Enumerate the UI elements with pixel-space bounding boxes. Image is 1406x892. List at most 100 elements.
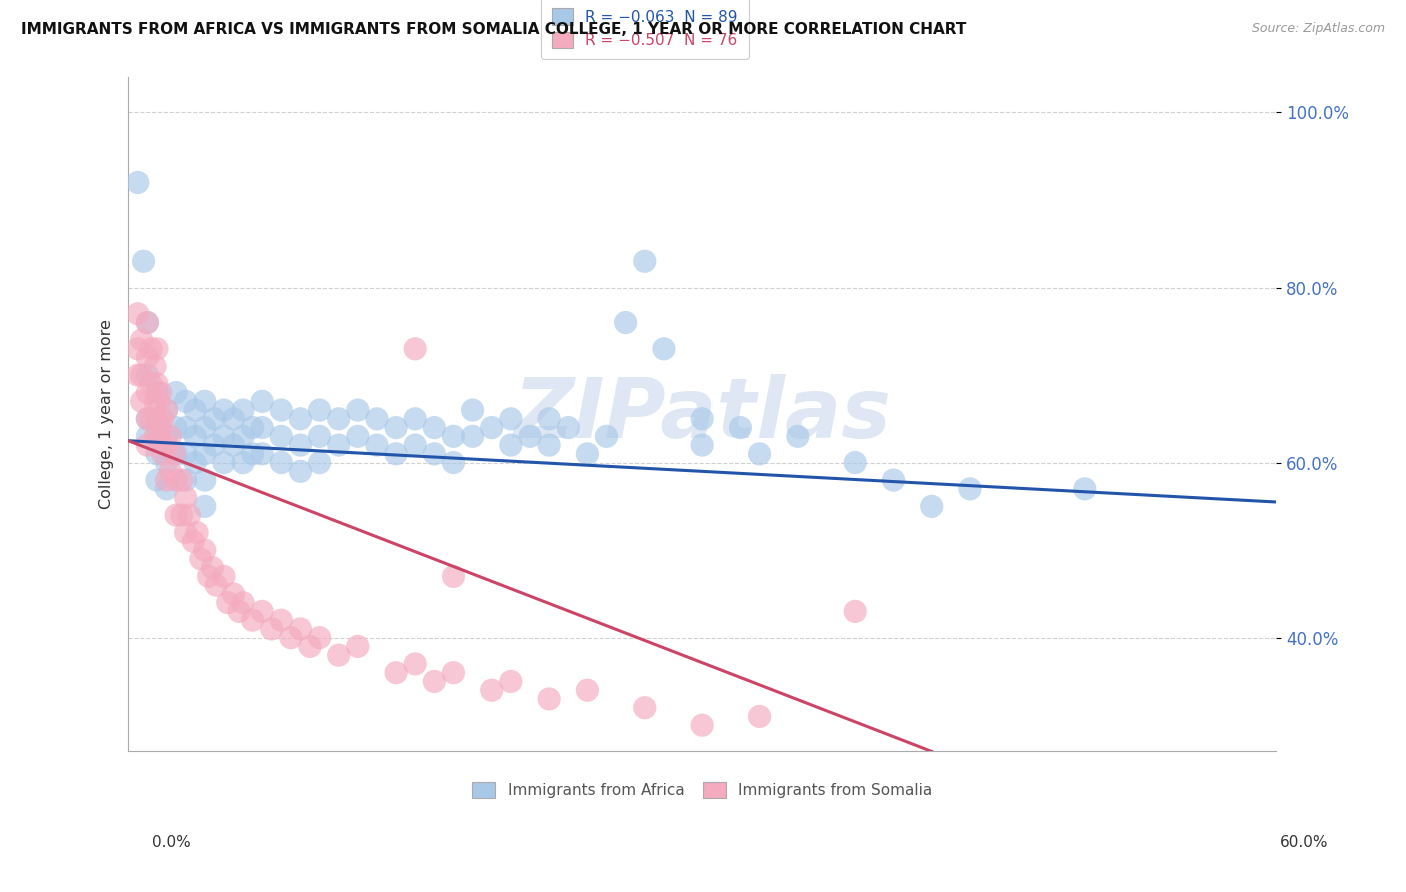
Point: [146, 376, 169, 391]
Point: [152, 412, 174, 426]
Point: [149, 385, 172, 400]
Point: [194, 543, 217, 558]
Point: [136, 438, 159, 452]
Point: [127, 176, 149, 190]
Point: [146, 385, 169, 400]
Point: [212, 403, 235, 417]
Point: [146, 342, 169, 356]
Point: [308, 429, 330, 443]
Point: [690, 438, 713, 452]
Point: [136, 316, 159, 330]
Text: Source: ZipAtlas.com: Source: ZipAtlas.com: [1251, 22, 1385, 36]
Point: [538, 438, 561, 452]
Point: [634, 700, 657, 714]
Point: [385, 447, 408, 461]
Point: [163, 447, 186, 461]
Point: [308, 631, 330, 645]
Point: [190, 552, 212, 566]
Point: [576, 447, 599, 461]
Point: [174, 420, 197, 434]
Point: [280, 631, 302, 645]
Point: [170, 473, 193, 487]
Point: [146, 473, 169, 487]
Point: [690, 412, 713, 426]
Point: [146, 420, 169, 434]
Point: [165, 473, 187, 487]
Point: [202, 438, 225, 452]
Point: [499, 438, 522, 452]
Point: [165, 447, 187, 461]
Point: [290, 412, 312, 426]
Point: [576, 683, 599, 698]
Point: [184, 456, 207, 470]
Point: [882, 473, 904, 487]
Point: [614, 316, 637, 330]
Text: 0.0%: 0.0%: [152, 836, 191, 850]
Point: [385, 665, 408, 680]
Point: [127, 342, 149, 356]
Point: [1074, 482, 1097, 496]
Point: [155, 482, 177, 496]
Point: [328, 648, 350, 663]
Point: [423, 447, 446, 461]
Point: [201, 560, 224, 574]
Point: [136, 368, 159, 382]
Point: [461, 429, 484, 443]
Point: [174, 525, 197, 540]
Point: [404, 342, 426, 356]
Point: [443, 569, 465, 583]
Point: [136, 412, 159, 426]
Point: [165, 508, 187, 522]
Point: [538, 412, 561, 426]
Point: [499, 674, 522, 689]
Point: [194, 473, 217, 487]
Point: [634, 254, 657, 268]
Point: [260, 622, 283, 636]
Point: [308, 403, 330, 417]
Point: [748, 709, 770, 723]
Point: [184, 403, 207, 417]
Point: [232, 596, 254, 610]
Point: [131, 333, 153, 347]
Point: [481, 420, 503, 434]
Point: [366, 412, 388, 426]
Point: [149, 420, 172, 434]
Point: [222, 438, 245, 452]
Point: [844, 456, 866, 470]
Point: [499, 412, 522, 426]
Point: [242, 420, 264, 434]
Point: [155, 438, 177, 452]
Point: [152, 447, 174, 461]
Point: [131, 368, 153, 382]
Point: [290, 464, 312, 478]
Point: [298, 640, 321, 654]
Point: [143, 359, 166, 374]
Point: [127, 368, 149, 382]
Point: [228, 604, 250, 618]
Point: [250, 394, 273, 409]
Point: [366, 438, 388, 452]
Point: [155, 473, 177, 487]
Point: [179, 508, 201, 522]
Point: [146, 447, 169, 461]
Point: [270, 403, 292, 417]
Point: [184, 429, 207, 443]
Point: [165, 385, 187, 400]
Point: [921, 500, 943, 514]
Point: [270, 429, 292, 443]
Point: [181, 534, 204, 549]
Point: [328, 438, 350, 452]
Point: [519, 429, 541, 443]
Point: [242, 613, 264, 627]
Point: [242, 447, 264, 461]
Point: [290, 622, 312, 636]
Point: [443, 665, 465, 680]
Point: [222, 412, 245, 426]
Point: [186, 525, 208, 540]
Point: [146, 412, 169, 426]
Point: [170, 508, 193, 522]
Point: [786, 429, 808, 443]
Point: [481, 683, 503, 698]
Point: [844, 604, 866, 618]
Point: [136, 316, 159, 330]
